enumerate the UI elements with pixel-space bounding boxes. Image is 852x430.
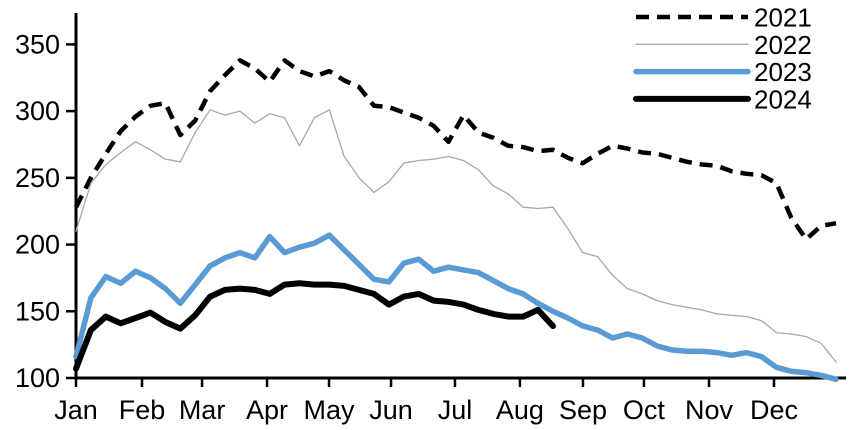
x-tick-label: Jun: [369, 395, 413, 425]
legend-entry-2024: 2024: [633, 84, 812, 114]
x-tick-label: May: [304, 395, 356, 425]
y-tick-label: 100: [15, 363, 60, 393]
x-tick-label: Aug: [496, 395, 544, 425]
series-line-2023: [73, 232, 839, 383]
x-tick-label: Apr: [246, 395, 288, 425]
series-line-2021: [73, 58, 837, 242]
y-tick-label: 150: [15, 296, 60, 326]
x-tick-label: Jul: [438, 395, 473, 425]
legend-entry-2022: 2022: [635, 30, 812, 60]
y-tick-label: 200: [15, 230, 60, 260]
x-tick-label: Nov: [685, 395, 734, 425]
legend-label-2023: 2023: [754, 57, 812, 87]
legend-entry-2023: 2023: [633, 57, 812, 87]
legend-label-2024: 2024: [754, 84, 812, 114]
x-tick-label: Oct: [623, 395, 666, 425]
x-tick-label: Feb: [119, 395, 166, 425]
series-line-2022: [75, 109, 837, 363]
legend-entry-2021: 2021: [636, 3, 812, 33]
y-tick-label: 350: [15, 29, 60, 59]
y-tick-label: 250: [15, 163, 60, 193]
x-tick-label: Jan: [54, 395, 98, 425]
legend-label-2022: 2022: [754, 30, 812, 60]
x-tick-label: Dec: [750, 395, 798, 425]
x-tick-label: Sep: [559, 395, 607, 425]
x-tick-label: Mar: [179, 395, 226, 425]
y-tick-label: 300: [15, 96, 60, 126]
legend-label-2021: 2021: [754, 3, 812, 33]
series-line-2024: [73, 280, 556, 372]
